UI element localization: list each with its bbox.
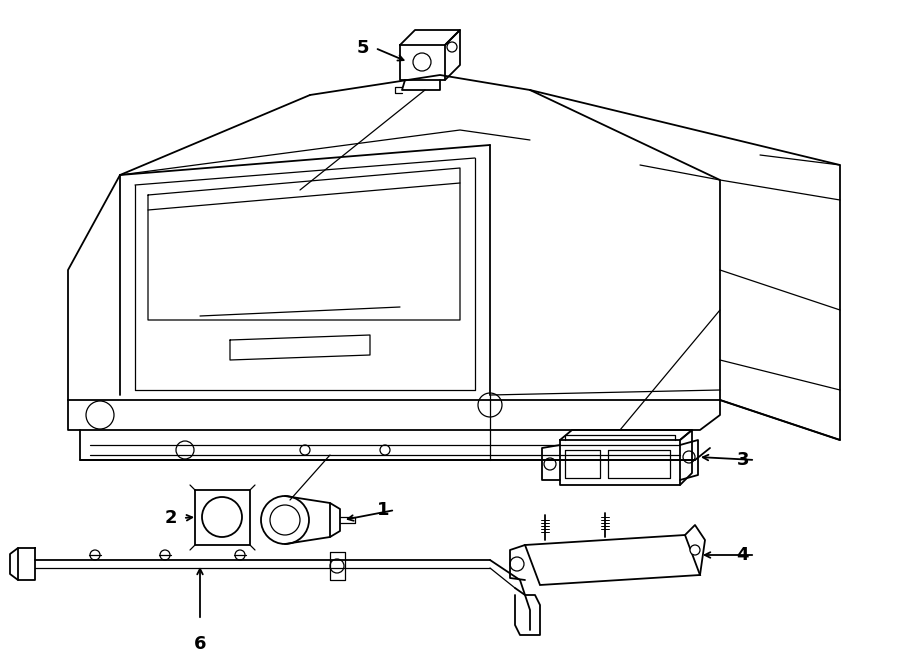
Circle shape [86, 401, 114, 429]
Polygon shape [525, 535, 700, 585]
Circle shape [160, 550, 170, 560]
Text: 3: 3 [736, 451, 749, 469]
Text: 1: 1 [376, 501, 389, 519]
Circle shape [176, 441, 194, 459]
Text: 6: 6 [194, 635, 206, 653]
Circle shape [330, 559, 344, 573]
Circle shape [683, 451, 695, 463]
Circle shape [235, 550, 245, 560]
Text: 5: 5 [356, 39, 369, 57]
Circle shape [690, 545, 700, 555]
Circle shape [447, 42, 457, 52]
Circle shape [270, 505, 300, 535]
Circle shape [510, 557, 524, 571]
Text: 4: 4 [736, 546, 749, 564]
Text: 2: 2 [165, 509, 177, 527]
Circle shape [261, 496, 309, 544]
Circle shape [90, 550, 100, 560]
Circle shape [413, 53, 431, 71]
Circle shape [478, 393, 502, 417]
Circle shape [380, 445, 390, 455]
Circle shape [300, 445, 310, 455]
Circle shape [544, 458, 556, 470]
Circle shape [202, 497, 242, 537]
